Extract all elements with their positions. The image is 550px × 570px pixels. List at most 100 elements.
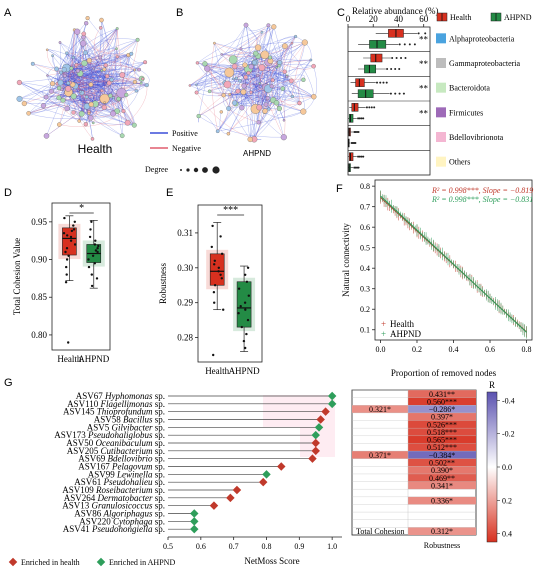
positive-edge-health-505	[58, 69, 105, 98]
panel-f-ytick-label-0: 0.1	[360, 326, 370, 335]
panel-f-line-chart: 0.1 0.2 0.3 0.4 0.5 0.6 0.7 0.8 0.0 0.2 0.4 0.6 0.8 P…	[341, 179, 533, 378]
panel-e-box-0	[209, 253, 225, 286]
network-node-health-37	[92, 67, 95, 71]
panel-d-point-0-16	[73, 220, 77, 223]
network-node-ahpnd-70	[297, 100, 302, 106]
panel-d-point-1-12	[94, 239, 97, 242]
network-node-health-95	[81, 31, 87, 37]
network-node-ahpnd-94	[280, 86, 286, 91]
network-node-ahpnd-33	[240, 89, 247, 95]
panel-g-marker-6	[311, 438, 320, 448]
network-node-ahpnd-38	[219, 110, 223, 114]
panel-e-point-1-0	[244, 346, 247, 350]
negative-edge-health-422	[127, 85, 148, 123]
panel-c-outlier-health-5-1	[358, 155, 361, 158]
positive-edge-ahpnd-160	[269, 36, 296, 58]
network-node-ahpnd-72	[282, 119, 286, 122]
panel-g-row-label-7: ASV205 Cutibacterium sp.	[67, 446, 165, 456]
panel-c-outlier-health-5-2	[360, 155, 363, 158]
panel-c-outlier-health-5-0	[357, 155, 360, 158]
panel-e-point-0-6	[219, 273, 222, 276]
heatmap-colorbar	[486, 391, 498, 543]
panel-c-significance-0: **	[419, 34, 429, 44]
network-node-health-41	[66, 81, 71, 86]
heatmap-label-col2-5: 0.518***	[427, 428, 457, 437]
panel-d-point-1-2	[90, 273, 94, 276]
panel-c-outlier-ahpnd-3-3	[362, 117, 365, 120]
panel-e-box-1	[236, 281, 252, 328]
network-node-health-24	[78, 110, 85, 117]
negative-edge-health-512	[59, 110, 124, 127]
network-node-health-25	[119, 72, 126, 78]
panel-label-f: F	[336, 183, 343, 195]
heatmap-cell-col1-2	[352, 405, 408, 413]
panel-c-outlier-health-1-1	[395, 57, 398, 59]
network-node-health-14	[116, 96, 121, 102]
network-node-ahpnd-93	[247, 136, 253, 143]
network-node-ahpnd-87	[204, 65, 211, 72]
panel-f-annotation-1: R² = 0.998***, Slope = −0.831	[431, 195, 533, 204]
panel-g-lollipop: 0.5 0.6 0.7 0.8 0.9 1.0 NetMoss Score ASV67 Hyp…	[8, 391, 342, 567]
network-node-ahpnd-45	[256, 104, 263, 111]
network-node-ahpnd-88	[228, 92, 232, 96]
network-node-ahpnd-75	[290, 41, 294, 45]
network-node-health-87	[74, 28, 81, 35]
panel-g-row-label-9: ASV167 Pelagovum sp.	[78, 462, 165, 472]
network-node-health-109	[139, 81, 143, 85]
network-legend: Positive Negative Degree	[145, 129, 220, 174]
panel-g-legend-marker-0	[8, 557, 18, 567]
panel-g-marker-0	[327, 391, 337, 401]
negative-edge-ahpnd-27	[189, 25, 269, 86]
panel-c-outlier-health-5-3	[362, 155, 365, 158]
network-node-health-69	[60, 97, 66, 103]
heatmap-label-col2-3: 0.397*	[431, 413, 453, 422]
panel-c-box-health-3	[351, 103, 359, 112]
panel-f-ytick-label-4: 0.5	[360, 244, 370, 253]
panel-g-marker-15	[190, 509, 199, 518]
network-ahpnd	[188, 22, 317, 143]
panel-d-point-0-2	[65, 273, 68, 276]
positive-edge-health-309	[93, 68, 137, 91]
panel-label-g: G	[4, 377, 13, 389]
panel-d-point-0-5	[67, 254, 70, 257]
positive-edge-health-355	[59, 42, 96, 105]
panel-d-point-0-1	[64, 281, 68, 284]
panel-e-point-1-4	[246, 318, 250, 322]
panel-d-ylabel: Total Cohesion Value	[12, 238, 22, 315]
panel-c-outlier-ahpnd-5-1	[354, 166, 357, 169]
panel-c-outlier-ahpnd-0-0	[398, 43, 401, 46]
network-node-health-107	[58, 41, 62, 44]
heatmap-cell-col2-2	[408, 405, 476, 413]
heatmap-label-col2-6: 0.565***	[427, 436, 457, 445]
heatmap-cell-col2-3	[408, 412, 476, 421]
panel-c-outlier-health-3-2	[370, 106, 373, 109]
positive-edge-health-472	[66, 53, 110, 84]
network-node-health-66	[71, 55, 75, 60]
panel-g-row-label-6: ASV50 Oceanibaculum sp.	[66, 438, 165, 448]
panel-c-outlier-ahpnd-1-2	[394, 68, 397, 70]
network-node-health-32	[49, 88, 54, 94]
network-node-health-74	[108, 93, 113, 98]
panel-e-point-1-5	[237, 312, 240, 315]
panel-f-ytick-label-5: 0.6	[360, 223, 370, 232]
positive-edge-ahpnd-290	[197, 41, 305, 64]
network-node-health-65	[141, 77, 145, 81]
network-node-ahpnd-36	[226, 106, 232, 111]
heatmap-label-col2-9: 0.502**	[429, 459, 455, 468]
positive-edge-ahpnd-189	[240, 47, 280, 63]
panel-c-category-label-0: Alphaproteobacteria	[449, 34, 515, 43]
panel-g-legend-label-0: Enriched in health	[21, 558, 80, 567]
panel-e-point-1-3	[240, 325, 243, 329]
positive-edge-ahpnd-257	[189, 85, 268, 99]
positive-edge-ahpnd-217	[284, 45, 314, 97]
network-node-health-20	[105, 74, 110, 79]
positive-edge-ahpnd-325	[255, 25, 271, 54]
network-node-health-60	[65, 85, 72, 92]
panel-f-legend-marker-1: +	[381, 329, 386, 339]
panel-g-heatmap: 0.431**0.560*** 0.321* −0.286*0.397*0.526*…	[351, 380, 515, 550]
panel-d-point-1-1	[95, 277, 99, 280]
panel-d-point-0-13	[70, 229, 74, 233]
positive-edge-ahpnd-265	[295, 36, 312, 61]
network-node-ahpnd-61	[195, 83, 198, 87]
network-node-health-108	[132, 79, 137, 85]
